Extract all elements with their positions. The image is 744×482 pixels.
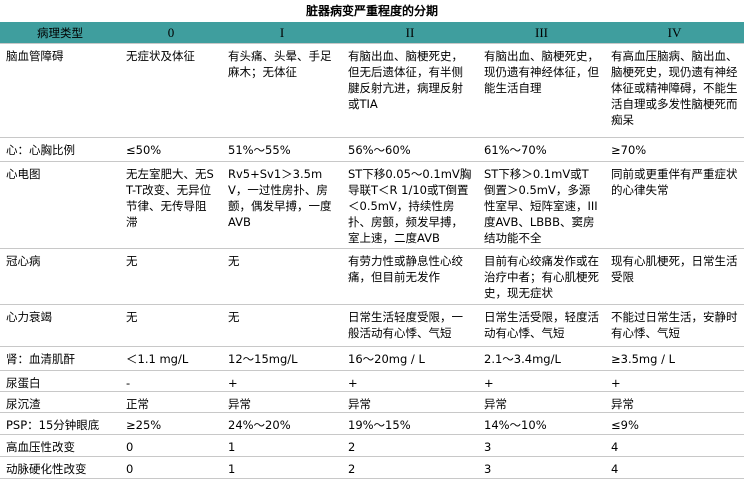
table-cell: 有劳力性或静息性心绞痛，但目前无发作 (342, 248, 478, 305)
row-label: 脑血管障碍 (0, 43, 120, 138)
header-cell: I (222, 22, 342, 44)
table-row: 冠心病无无有劳力性或静息性心绞痛，但目前无发作 目前有心绞痛发作或在治疗中者；有心… (0, 248, 744, 305)
header-cell: IV (605, 22, 744, 44)
table-cell: 0 (120, 456, 222, 479)
table-cell: 有头痛、头晕、手足麻木；无体征 (222, 43, 342, 138)
table-row: 脑血管障碍 无症状及体征 有头痛、头晕、手足麻木；无体征 有脑出血、脑梗死史，但无后遗… (0, 43, 744, 138)
table-cell: 异常 (222, 391, 342, 413)
table-cell: 有高血压脑病、脑出血、脑梗死史，现仍遗有神经体征或精神障碍，不能生活自理或多发性… (605, 43, 744, 138)
table: 病理类型 0 I II III IV 脑血管障碍 无症状及体征 有头痛、头晕、手足麻木；无体征… (0, 22, 744, 479)
table-cell: 日常生活轻度受限，一般活动有心悸、气短 (342, 304, 478, 347)
table-cell: 日常生活受限，轻度活动有心悸、气短 (478, 304, 605, 347)
table-cell: 异常 (478, 391, 605, 413)
table-cell: 目前有心绞痛发作或在治疗中者；有心肌梗死史，现无症状 (478, 248, 605, 305)
table-cell: 无 (120, 248, 222, 305)
table-cell: 51%～55% (222, 137, 342, 162)
table-cell: 无 (120, 304, 222, 347)
table-cell: 2.1～3.4mg/L (478, 346, 605, 371)
table-cell: 无 (222, 248, 342, 305)
table-row: 心力衰竭无无日常生活轻度受限，一般活动有心悸、气短 日常生活受限，轻度活动有心悸、… (0, 304, 744, 347)
row-label: 动脉硬化性改变 (0, 456, 120, 479)
table-cell: 不能过日常生活，安静时有心悸、气短 (605, 304, 744, 347)
table-cell: + (342, 370, 478, 392)
table-cell: ST下移0.05～0.1mV胸导联T＜R 1/10或T倒置＜0.5mV，持续性房… (342, 161, 478, 249)
table-cell: ≥70% (605, 137, 744, 162)
row-label: 尿蛋白 (0, 370, 120, 392)
table-row: 肾：血清肌酐 ＜1.1 mg/L 12～15mg/L 16～20mg / L 2.1～3… (0, 346, 744, 371)
row-label: 冠心病 (0, 248, 120, 305)
table-cell: 异常 (605, 391, 744, 413)
table-cell: 有脑出血、脑梗死史，现仍遗有神经体征，但能生活自理 (478, 43, 605, 138)
row-label: 心：心胸比例 (0, 137, 120, 162)
table-cell: ≤9% (605, 412, 744, 435)
table-cell: Rv5+Sv1＞3.5mV，一过性房扑、房颤，偶发早搏，一度AVB (222, 161, 342, 249)
header-cell: 0 (120, 22, 222, 44)
row-label: 心力衰竭 (0, 304, 120, 347)
table-cell: ＜1.1 mg/L (120, 346, 222, 371)
table-cell: - (120, 370, 222, 392)
table-cell: ≥3.5mg / L (605, 346, 744, 371)
header-cell: II (342, 22, 478, 44)
header-cell: 病理类型 (0, 22, 120, 44)
table-cell: 4 (605, 434, 744, 457)
table-cell: 14%～10% (478, 412, 605, 435)
row-label: 高血压性改变 (0, 434, 120, 457)
table-cell: 正常 (120, 391, 222, 413)
table-cell: 4 (605, 456, 744, 479)
header-row: 病理类型 0 I II III IV (0, 22, 744, 44)
table-cell: 无症状及体征 (120, 43, 222, 138)
table-cell: + (478, 370, 605, 392)
table-row: 心电图 无左室肥大、无ST-T改变、无异位节律、无传导阻滞 Rv5+Sv1＞3.5m… (0, 161, 744, 249)
table-row: 高血压性改变 0 1 2 3 4 (0, 434, 744, 457)
title: 脏器病变严重程度的分期 (305, 4, 438, 18)
table-cell: 12～15mg/L (222, 346, 342, 371)
table-cell: 3 (478, 434, 605, 457)
table-cell: 56%～60% (342, 137, 478, 162)
table-cell: 无左室肥大、无ST-T改变、无异位节律、无传导阻滞 (120, 161, 222, 249)
table-row: 尿沉渣 正常 异常 异常 异常 异常 (0, 391, 744, 413)
row-label: PSP：15分钟眼底 (0, 412, 120, 435)
row-label: 心电图 (0, 161, 120, 249)
table-cell: 1 (222, 434, 342, 457)
table-cell: 异常 (342, 391, 478, 413)
table-cell: 61%～70% (478, 137, 605, 162)
table-cell: 2 (342, 456, 478, 479)
table-cell: 1 (222, 456, 342, 479)
table-cell: ST下移＞0.1mV或T倒置＞0.5mV，多源性室早、短阵室速，III度AVB、… (478, 161, 605, 249)
row-label: 肾：血清肌酐 (0, 346, 120, 371)
table-cell: ≥25% (120, 412, 222, 435)
table-cell: 3 (478, 456, 605, 479)
table-cell: 现有心肌梗死，日常生活受限 (605, 248, 744, 305)
table-cell: ≤50% (120, 137, 222, 162)
table-cell: 0 (120, 434, 222, 457)
table-cell: 19%～15% (342, 412, 478, 435)
table-cell: + (222, 370, 342, 392)
table-row: 动脉硬化性改变 0 1 2 3 4 (0, 456, 744, 479)
row-label: 尿沉渣 (0, 391, 120, 413)
table-cell: 同前或更重伴有严重症状的心律失常 (605, 161, 744, 249)
table-cell: 2 (342, 434, 478, 457)
table-cell: 无 (222, 304, 342, 347)
table-cell: 16～20mg / L (342, 346, 478, 371)
table-row: 尿蛋白 - + + + + (0, 370, 744, 392)
table-cell: 有脑出血、脑梗死史，但无后遗体征，有半侧腱反射亢进，病理反射或TIA (342, 43, 478, 138)
table-cell: + (605, 370, 744, 392)
table-row: 心：心胸比例 ≤50% 51%～55% 56%～60% 61%～70% ≥70% (0, 137, 744, 162)
table-cell: 24%～20% (222, 412, 342, 435)
table-row: PSP：15分钟眼底 ≥25% 24%～20% 19%～15% 14%～10% ≤9% (0, 412, 744, 435)
header-cell: III (478, 22, 605, 44)
